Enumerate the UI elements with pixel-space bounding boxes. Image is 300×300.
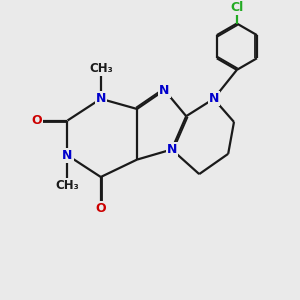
Text: O: O bbox=[32, 114, 42, 127]
Text: N: N bbox=[167, 143, 177, 156]
Text: Cl: Cl bbox=[230, 1, 244, 14]
Text: CH₃: CH₃ bbox=[56, 179, 79, 192]
Text: N: N bbox=[208, 92, 219, 105]
Text: O: O bbox=[95, 202, 106, 215]
Text: CH₃: CH₃ bbox=[89, 62, 112, 75]
Text: N: N bbox=[62, 149, 73, 162]
Text: N: N bbox=[159, 84, 170, 97]
Text: N: N bbox=[96, 92, 106, 105]
